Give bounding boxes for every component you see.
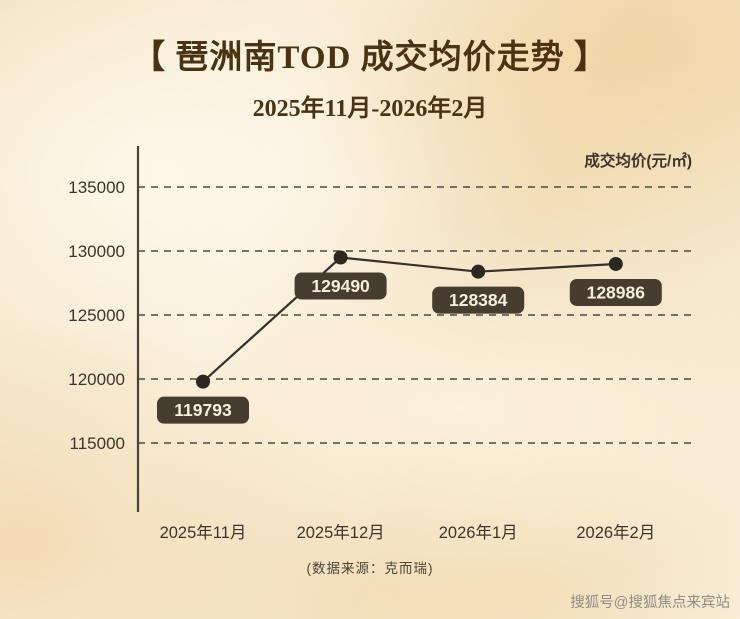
chart-header: 【 琶洲南TOD 成交均价走势 】 2025年11月-2026年2月 xyxy=(0,0,740,123)
x-tick-label: 2025年12月 xyxy=(297,523,385,542)
x-tick-label: 2026年2月 xyxy=(576,523,655,542)
data-point xyxy=(471,264,486,279)
data-label-box xyxy=(569,278,662,306)
data-label: 128384 xyxy=(449,290,508,310)
chart-title: 【 琶洲南TOD 成交均价走势 】 xyxy=(132,40,608,76)
y-tick-label: 125000 xyxy=(68,306,125,325)
data-point xyxy=(333,250,348,265)
y-tick-label: 130000 xyxy=(68,242,125,261)
data-source-note: (数据来源：克而瑞) xyxy=(306,561,434,576)
x-tick-label: 2026年1月 xyxy=(439,523,518,542)
data-label-box xyxy=(432,286,525,314)
y-tick-label: 120000 xyxy=(68,370,125,389)
trend-line xyxy=(202,256,616,383)
y-tick-label: 135000 xyxy=(68,178,125,197)
data-point xyxy=(608,256,623,271)
data-label: 128986 xyxy=(587,282,646,302)
data-point xyxy=(196,374,210,389)
chart-subtitle: 2025年11月-2026年2月 xyxy=(252,96,488,122)
data-label: 119793 xyxy=(174,400,232,420)
data-label-box xyxy=(157,396,249,424)
data-label: 129490 xyxy=(311,276,370,296)
x-tick-label: 2025年11月 xyxy=(160,523,247,542)
y-tick-label: 115000 xyxy=(70,434,125,453)
y-axis-title: 成交均价(元/㎡) xyxy=(584,153,692,170)
watermark: 搜狐号@搜狐焦点来宾站 xyxy=(570,595,730,611)
data-label-box xyxy=(294,272,387,300)
price-trend-chart: 135000 130000 125000 120000 115000 119793 1294… xyxy=(68,146,692,542)
